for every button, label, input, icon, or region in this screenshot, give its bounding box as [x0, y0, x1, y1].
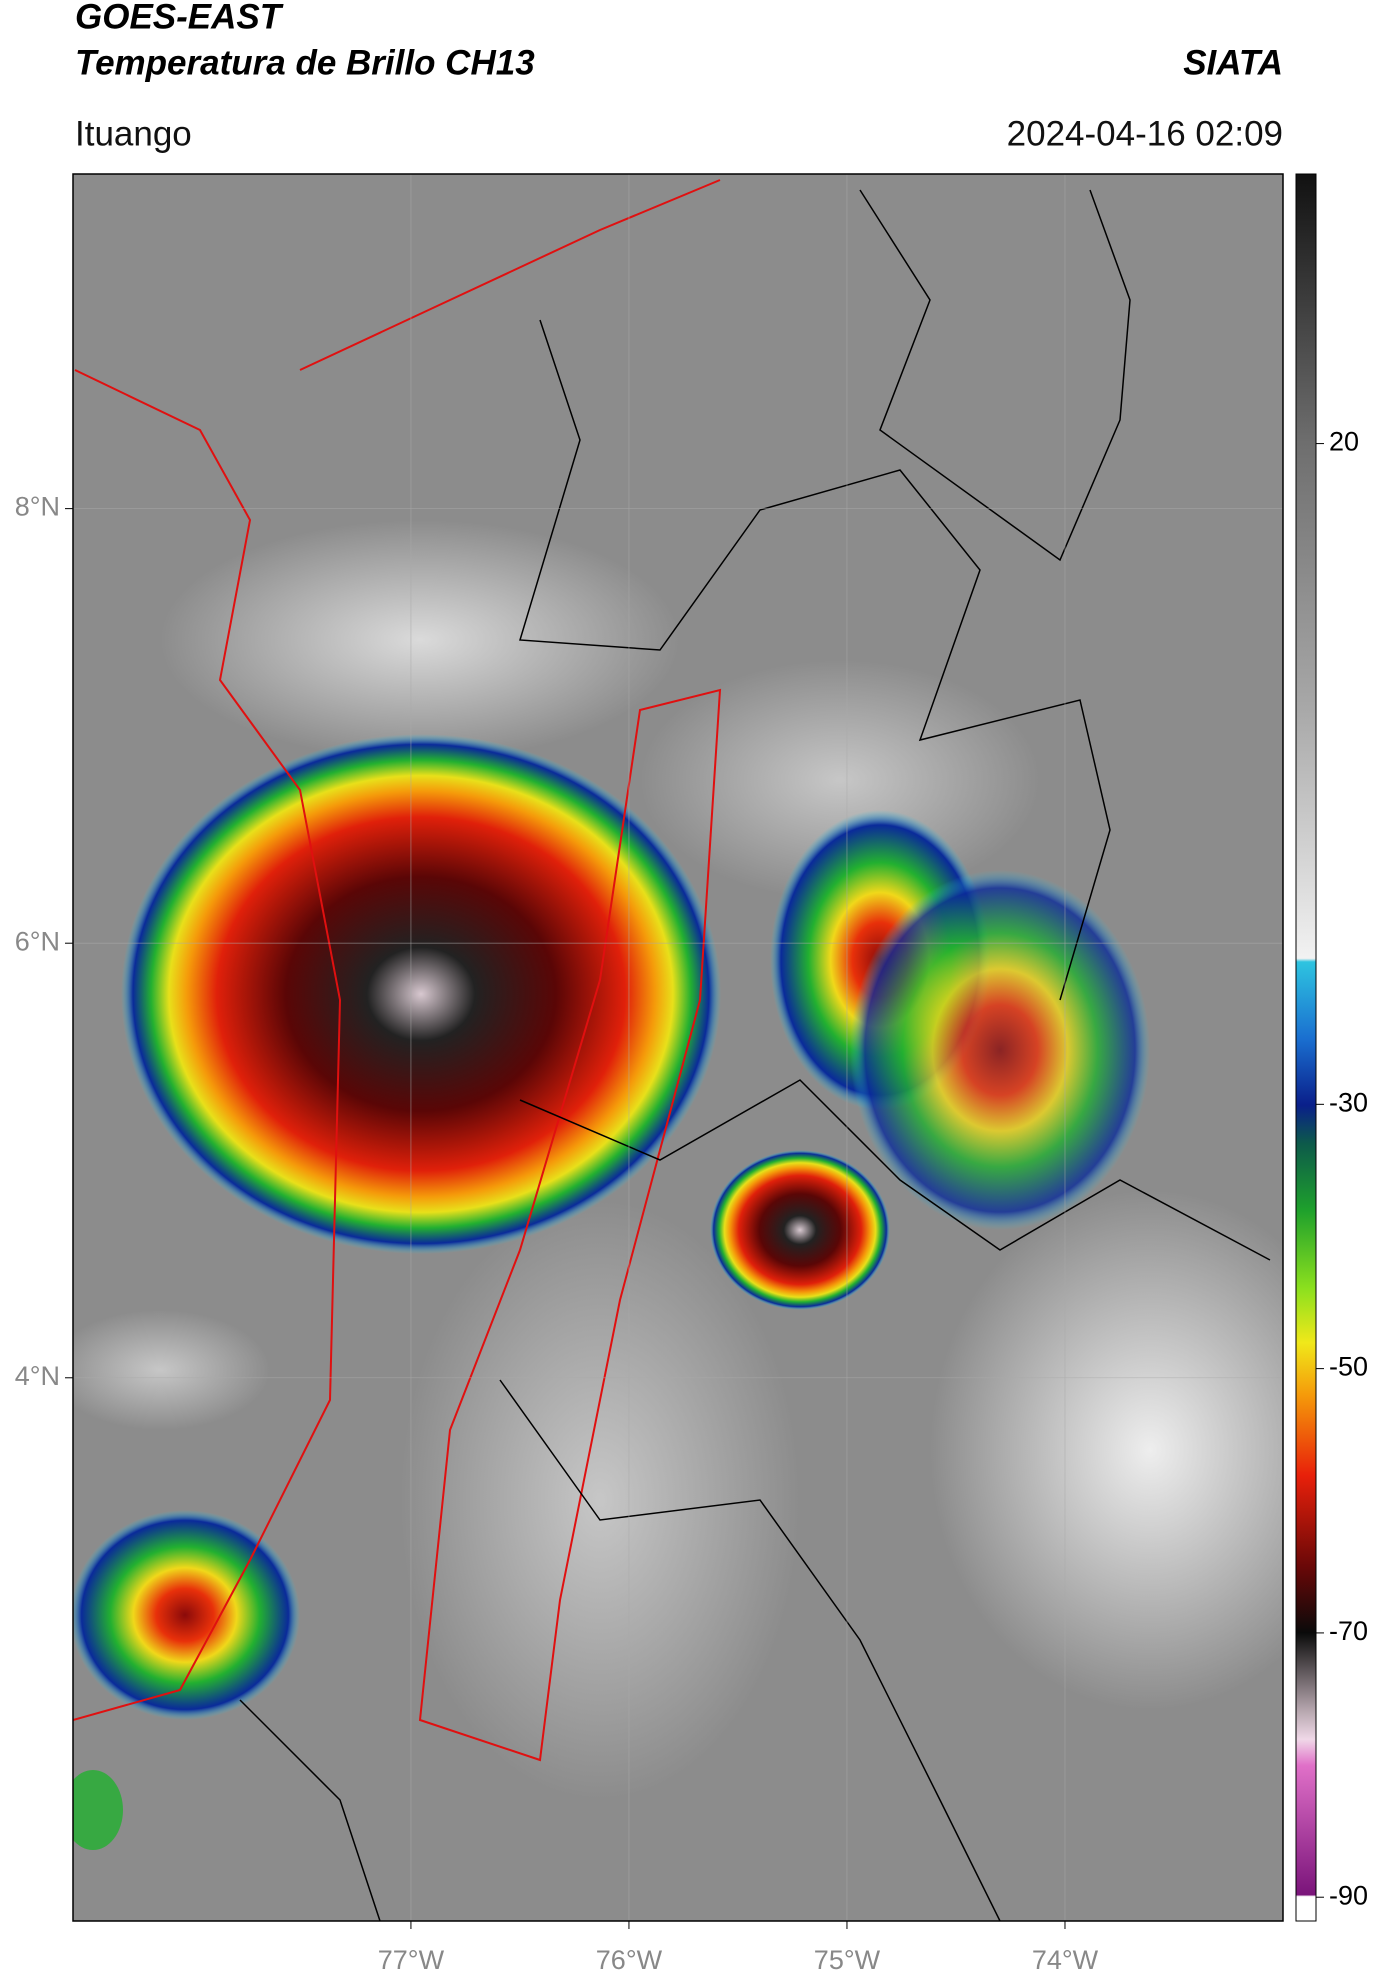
y-tick-label: 4°N: [15, 1361, 60, 1391]
x-tick-label: 76°W: [596, 1945, 663, 1975]
colorbar: [1295, 173, 1317, 1922]
colorbar-tick-label: -90: [1329, 1880, 1368, 1910]
colorbar-tick-label: -70: [1329, 1616, 1368, 1646]
colorbar-tick-label: -50: [1329, 1352, 1368, 1382]
agency: SIATA: [1183, 43, 1283, 82]
satellite-image: [73, 174, 1283, 1921]
x-tick-label: 74°W: [1032, 1945, 1099, 1975]
map-frame: [72, 173, 1284, 1922]
x-tick-label: 75°W: [814, 1945, 881, 1975]
title: GOES-EAST: [75, 0, 284, 36]
location: Ituango: [75, 114, 192, 153]
y-tick-label: 8°N: [15, 492, 60, 522]
y-tick-label: 6°N: [15, 926, 60, 956]
colorbar-tick-label: -30: [1329, 1087, 1368, 1117]
timestamp: 2024-04-16 02:09: [1007, 114, 1283, 153]
x-tick-label: 77°W: [378, 1945, 445, 1975]
axes: 77°W 76°W 75°W 74°W 4°N 6°N 8°N -90 -70 -50 -30 20: [15, 174, 1368, 1975]
subtitle: Temperatura de Brillo CH13: [75, 43, 535, 82]
colorbar-tick-label: 20: [1329, 427, 1359, 457]
